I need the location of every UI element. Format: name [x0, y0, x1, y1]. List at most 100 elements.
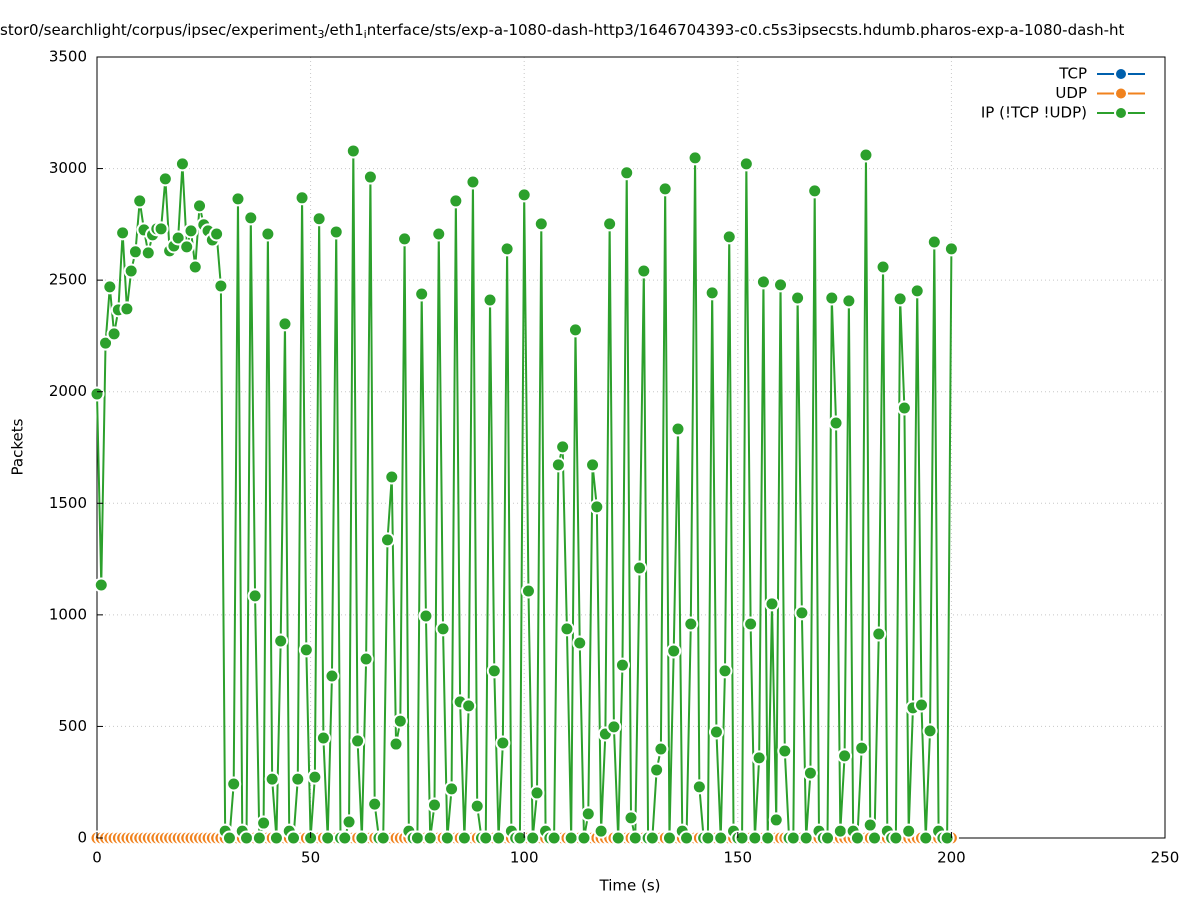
data-point [247, 588, 263, 604]
data-point [307, 769, 323, 785]
data-point [918, 830, 934, 846]
data-point [892, 291, 908, 307]
data-point [157, 171, 173, 187]
data-point [230, 191, 246, 207]
x-tick-label: 150 [723, 849, 752, 867]
data-point [187, 259, 203, 275]
data-point [926, 234, 942, 250]
title-subscript: 3 [317, 28, 324, 41]
data-point [174, 156, 190, 172]
y-tick-label: 3500 [49, 48, 87, 66]
legend-label: IP (!TCP !UDP) [981, 104, 1087, 122]
data-point [657, 181, 673, 197]
title-part: /eth1 [324, 21, 363, 39]
data-point [764, 596, 780, 612]
data-point [576, 830, 592, 846]
data-point [909, 283, 925, 299]
data-point [123, 263, 139, 279]
data-point [922, 723, 938, 739]
data-point [738, 156, 754, 172]
x-tick-label: 0 [92, 849, 102, 867]
data-point [239, 830, 255, 846]
data-point [802, 765, 818, 781]
data-point [409, 830, 425, 846]
data-point [478, 830, 494, 846]
data-point [555, 439, 571, 455]
data-point [585, 457, 601, 473]
data-point [708, 724, 724, 740]
data-point [311, 211, 327, 227]
y-tick-label: 2000 [49, 382, 87, 400]
data-point [768, 812, 784, 828]
legend-marker [1114, 86, 1128, 101]
data-point [414, 286, 430, 302]
x-tick-label: 200 [937, 849, 966, 867]
data-point [290, 771, 306, 787]
data-point [828, 415, 844, 431]
data-point [644, 830, 660, 846]
legend-marker [1114, 106, 1128, 120]
data-point [324, 668, 340, 684]
data-point [358, 651, 374, 667]
title-subscript: i [364, 28, 367, 41]
data-point [563, 830, 579, 846]
data-point [683, 616, 699, 632]
data-point [632, 560, 648, 576]
data-point [499, 241, 515, 257]
data-point [418, 608, 434, 624]
data-point [854, 740, 870, 756]
data-point [392, 713, 408, 729]
data-point [875, 259, 891, 275]
data-point [572, 635, 588, 651]
data-point [687, 150, 703, 166]
x-tick-label: 50 [301, 849, 320, 867]
data-point [183, 223, 199, 239]
data-point [794, 605, 810, 621]
data-point [273, 633, 289, 649]
data-point [89, 386, 105, 402]
data-point [277, 316, 293, 332]
data-point [320, 830, 336, 846]
data-point [444, 781, 460, 797]
x-tick-label: 250 [1151, 849, 1180, 867]
data-point [713, 830, 729, 846]
data-point [461, 698, 477, 714]
data-point [943, 241, 959, 257]
data-point [525, 830, 541, 846]
data-point [670, 421, 686, 437]
data-point [337, 830, 353, 846]
data-point [858, 147, 874, 163]
data-point [345, 143, 361, 159]
y-tick-label: 500 [58, 717, 87, 735]
y-tick-label: 3000 [49, 159, 87, 177]
data-point [743, 616, 759, 632]
data-point [717, 663, 733, 679]
data-point [580, 806, 596, 822]
data-point [755, 274, 771, 290]
data-point [469, 798, 485, 814]
data-point [367, 796, 383, 812]
y-axis-label: Packets [9, 418, 27, 475]
data-point [495, 735, 511, 751]
data-point [751, 750, 767, 766]
data-point [636, 263, 652, 279]
data-point [901, 823, 917, 839]
data-point [491, 830, 507, 846]
data-point [820, 830, 836, 846]
data-point [388, 736, 404, 752]
data-point [550, 457, 566, 473]
data-point [456, 830, 472, 846]
legend-label: TCP [1058, 65, 1087, 83]
data-point [691, 779, 707, 795]
data-point [849, 830, 865, 846]
data-point [119, 301, 135, 317]
y-tick-label: 2500 [49, 271, 87, 289]
data-point [721, 229, 737, 245]
data-point [606, 719, 622, 735]
data-point [170, 230, 186, 246]
data-point [773, 277, 789, 293]
data-point [602, 216, 618, 232]
data-point [896, 400, 912, 416]
data-point [106, 326, 122, 342]
